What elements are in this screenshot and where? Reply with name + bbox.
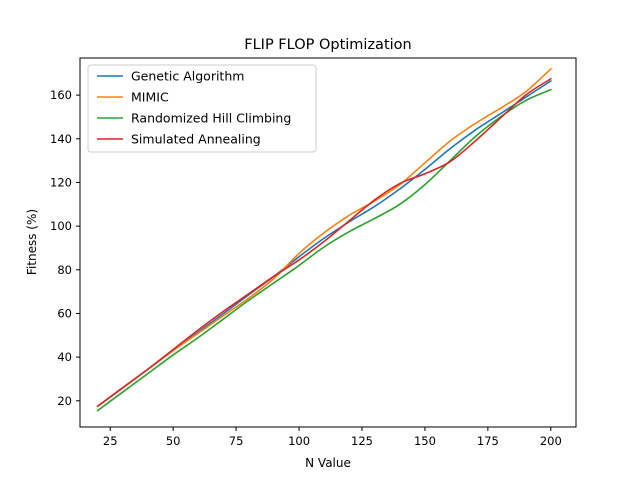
legend-label-2: Randomized Hill Climbing: [131, 111, 291, 126]
series-layer: [96, 67, 552, 412]
chart-title: FLIP FLOP Optimization: [244, 37, 411, 53]
series-line-1: [96, 67, 552, 408]
x-tick-label-3: 100: [288, 434, 310, 448]
legend-label-1: MIMIC: [131, 90, 169, 105]
legend-label-3: Simulated Annealing: [131, 132, 261, 147]
y-tick-label-1: 40: [57, 350, 72, 364]
x-tick-label-6: 175: [477, 434, 499, 448]
legend-box: [87, 64, 317, 153]
series-line-2: [96, 88, 552, 412]
x-tick-label-5: 150: [414, 434, 436, 448]
y-tick-label-4: 100: [50, 219, 72, 233]
series-line-3: [96, 77, 552, 408]
legend: Genetic Algorithm MIMIC Randomized Hill Cl…: [87, 64, 317, 153]
plot-frame: [79, 57, 577, 428]
x-tick-label-2: 75: [229, 434, 244, 448]
x-axis-label: N Value: [305, 456, 351, 470]
y-axis-label: Fitness (%): [25, 209, 39, 275]
y-tick-label-3: 80: [57, 263, 72, 277]
x-tick-label-4: 125: [351, 434, 373, 448]
x-tick-label-1: 50: [166, 434, 181, 448]
y-tick-label-5: 120: [50, 175, 72, 189]
x-tick-label-7: 200: [540, 434, 562, 448]
y-tick-label-2: 60: [57, 306, 72, 320]
legend-label-0: Genetic Algorithm: [131, 69, 244, 84]
y-tick-label-7: 160: [50, 88, 72, 102]
y-axis: 20 40 60 80 100 120 140 160: [50, 88, 80, 408]
x-tick-label-0: 25: [103, 434, 118, 448]
y-tick-label-0: 20: [57, 394, 72, 408]
x-axis: 25 50 75 100 125 150 175 200: [103, 427, 562, 448]
y-tick-label-6: 140: [50, 132, 72, 146]
